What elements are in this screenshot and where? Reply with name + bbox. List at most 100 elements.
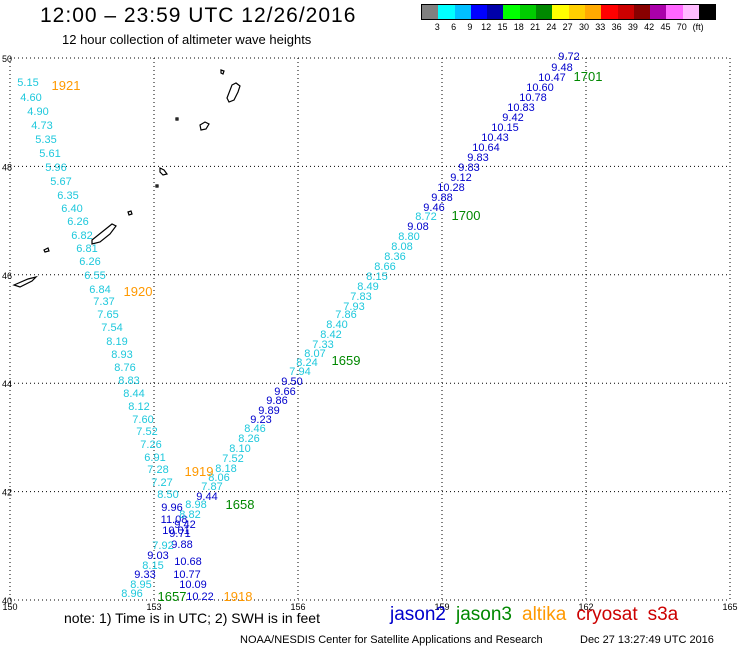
satellite-jason2: jason2: [390, 604, 446, 625]
swh-label: 8.50: [157, 489, 178, 501]
swh-label: 5.61: [39, 148, 60, 160]
swh-label: 8.46: [244, 423, 265, 435]
lon-tick-label: 156: [290, 602, 305, 612]
color-swatch: [536, 5, 553, 19]
swh-label: 10.60: [526, 82, 554, 94]
swh-label: 10.15: [491, 122, 519, 134]
scale-tick-label: 18: [513, 22, 524, 32]
scale-tick-label: 70: [676, 22, 687, 32]
swh-label: 10.47: [538, 72, 566, 84]
swh-label: 8.72: [415, 211, 436, 223]
swh-label: 8.80: [398, 231, 419, 243]
swh-label: 9.08: [407, 221, 428, 233]
swh-label: 8.15: [366, 271, 387, 283]
color-swatch: [617, 5, 634, 19]
satellite-s3a: s3a: [647, 604, 679, 625]
swh-label: 7.87: [201, 481, 222, 493]
island: [155, 184, 159, 188]
scale-tick-label: 36: [611, 22, 622, 32]
swh-label: 6.81: [76, 243, 97, 255]
lat-tick-label: 48: [2, 162, 12, 172]
swh-label: 7.86: [335, 309, 356, 321]
island: [43, 247, 50, 253]
island: [159, 167, 169, 176]
track-2-swh-labels: 9.729.4810.4710.6010.7810.839.4210.1510.…: [173, 51, 579, 603]
scale-tick-label: 30: [578, 22, 590, 32]
island: [220, 69, 225, 75]
scale-tick-label: (ft): [692, 22, 704, 32]
lat-tick-label: 40: [2, 596, 12, 606]
track-1-swh-labels: 5.15 4.60 4.90 4.73 5.35 5.61 5.96 5.67 6.356.40…: [17, 77, 192, 600]
swh-label: 5.15: [17, 77, 38, 89]
swh-label: 9.33: [134, 569, 155, 581]
swh-label: 8.83: [118, 375, 139, 387]
color-swatch: [584, 5, 602, 19]
swh-label: 8.07: [304, 348, 325, 360]
satellite-cryosat: cryosat: [576, 604, 638, 625]
color-swatch: [601, 5, 618, 19]
swh-label: 9.42: [502, 112, 523, 124]
scale-tick-label: 45: [660, 22, 671, 32]
swh-label: 6.40: [61, 203, 82, 215]
swh-label: 7.65: [97, 309, 118, 321]
swh-label: 9.50: [281, 376, 302, 388]
swh-label: 9.71: [169, 528, 190, 540]
swh-label: 9.83: [467, 152, 488, 164]
lon-tick-label: 150: [2, 602, 17, 612]
color-swatch: [568, 5, 585, 19]
lon-tick-label: 159: [434, 602, 449, 612]
swh-label: 10.83: [507, 102, 535, 114]
lat-tick-label: 46: [2, 271, 12, 281]
swh-label: 10.22: [186, 591, 214, 603]
time-label: 1659: [332, 353, 361, 368]
scale-tick-label: 15: [497, 22, 508, 32]
time-label: 1700: [452, 208, 481, 223]
color-swatch: [487, 5, 504, 19]
color-swatch: [470, 5, 488, 19]
time-label: 1921: [52, 78, 81, 93]
scale-tick-label: 3: [434, 22, 440, 32]
swh-label: 9.42: [174, 519, 195, 531]
credit-line: NOAA/NESDIS Center for Satellite Applica…: [240, 634, 543, 646]
color-swatch: [454, 5, 471, 19]
swh-label: 8.96: [121, 588, 142, 600]
swh-label: 10.68: [174, 556, 202, 568]
swh-label: 8.19: [106, 336, 127, 348]
swh-label: 4.73: [31, 120, 52, 132]
swh-label: 10.43: [481, 132, 509, 144]
swh-label: 7.26: [140, 439, 161, 451]
swh-label: 9.89: [258, 405, 279, 417]
swh-label: 9.96: [161, 502, 182, 514]
swh-label: 6.26: [67, 216, 88, 228]
swh-label: 7.28: [147, 464, 168, 476]
swh-label: 8.98: [185, 499, 206, 511]
generation-timestamp: Dec 27 13:27:49 UTC 2016: [580, 634, 714, 646]
pass-time-labels: 1921 1920 1919 1918 1701 1700 1659 1658 1657: [52, 69, 603, 604]
scale-tick-label: 6: [451, 22, 457, 32]
swh-label: 7.94: [289, 366, 310, 378]
island: [91, 223, 117, 245]
coastline-islands: [12, 69, 241, 288]
lat-tick-label: 42: [2, 488, 12, 498]
swh-label: 8.82: [179, 509, 200, 521]
swh-label: 9.23: [250, 414, 271, 426]
swh-label: 10.77: [173, 569, 201, 581]
color-swatch: [633, 5, 651, 19]
swh-label: 7.54: [101, 322, 122, 334]
color-swatch: [552, 5, 569, 19]
footer-note: note: 1) Time is in UTC; 2) SWH is in fe…: [64, 610, 320, 626]
swh-label: 11.08: [161, 514, 188, 526]
swh-label: 5.67: [50, 176, 71, 188]
swh-label: 10.64: [472, 142, 500, 154]
island: [127, 210, 133, 216]
island: [12, 275, 38, 288]
time-label: 1919: [185, 464, 214, 479]
lon-tick-label: 162: [578, 602, 593, 612]
lon-tick-label: 153: [146, 602, 161, 612]
swh-label: 9.86: [266, 395, 287, 407]
swh-label: 7.37: [93, 296, 114, 308]
swh-label: 7.93: [343, 301, 364, 313]
scale-tick-label: 21: [530, 22, 541, 32]
